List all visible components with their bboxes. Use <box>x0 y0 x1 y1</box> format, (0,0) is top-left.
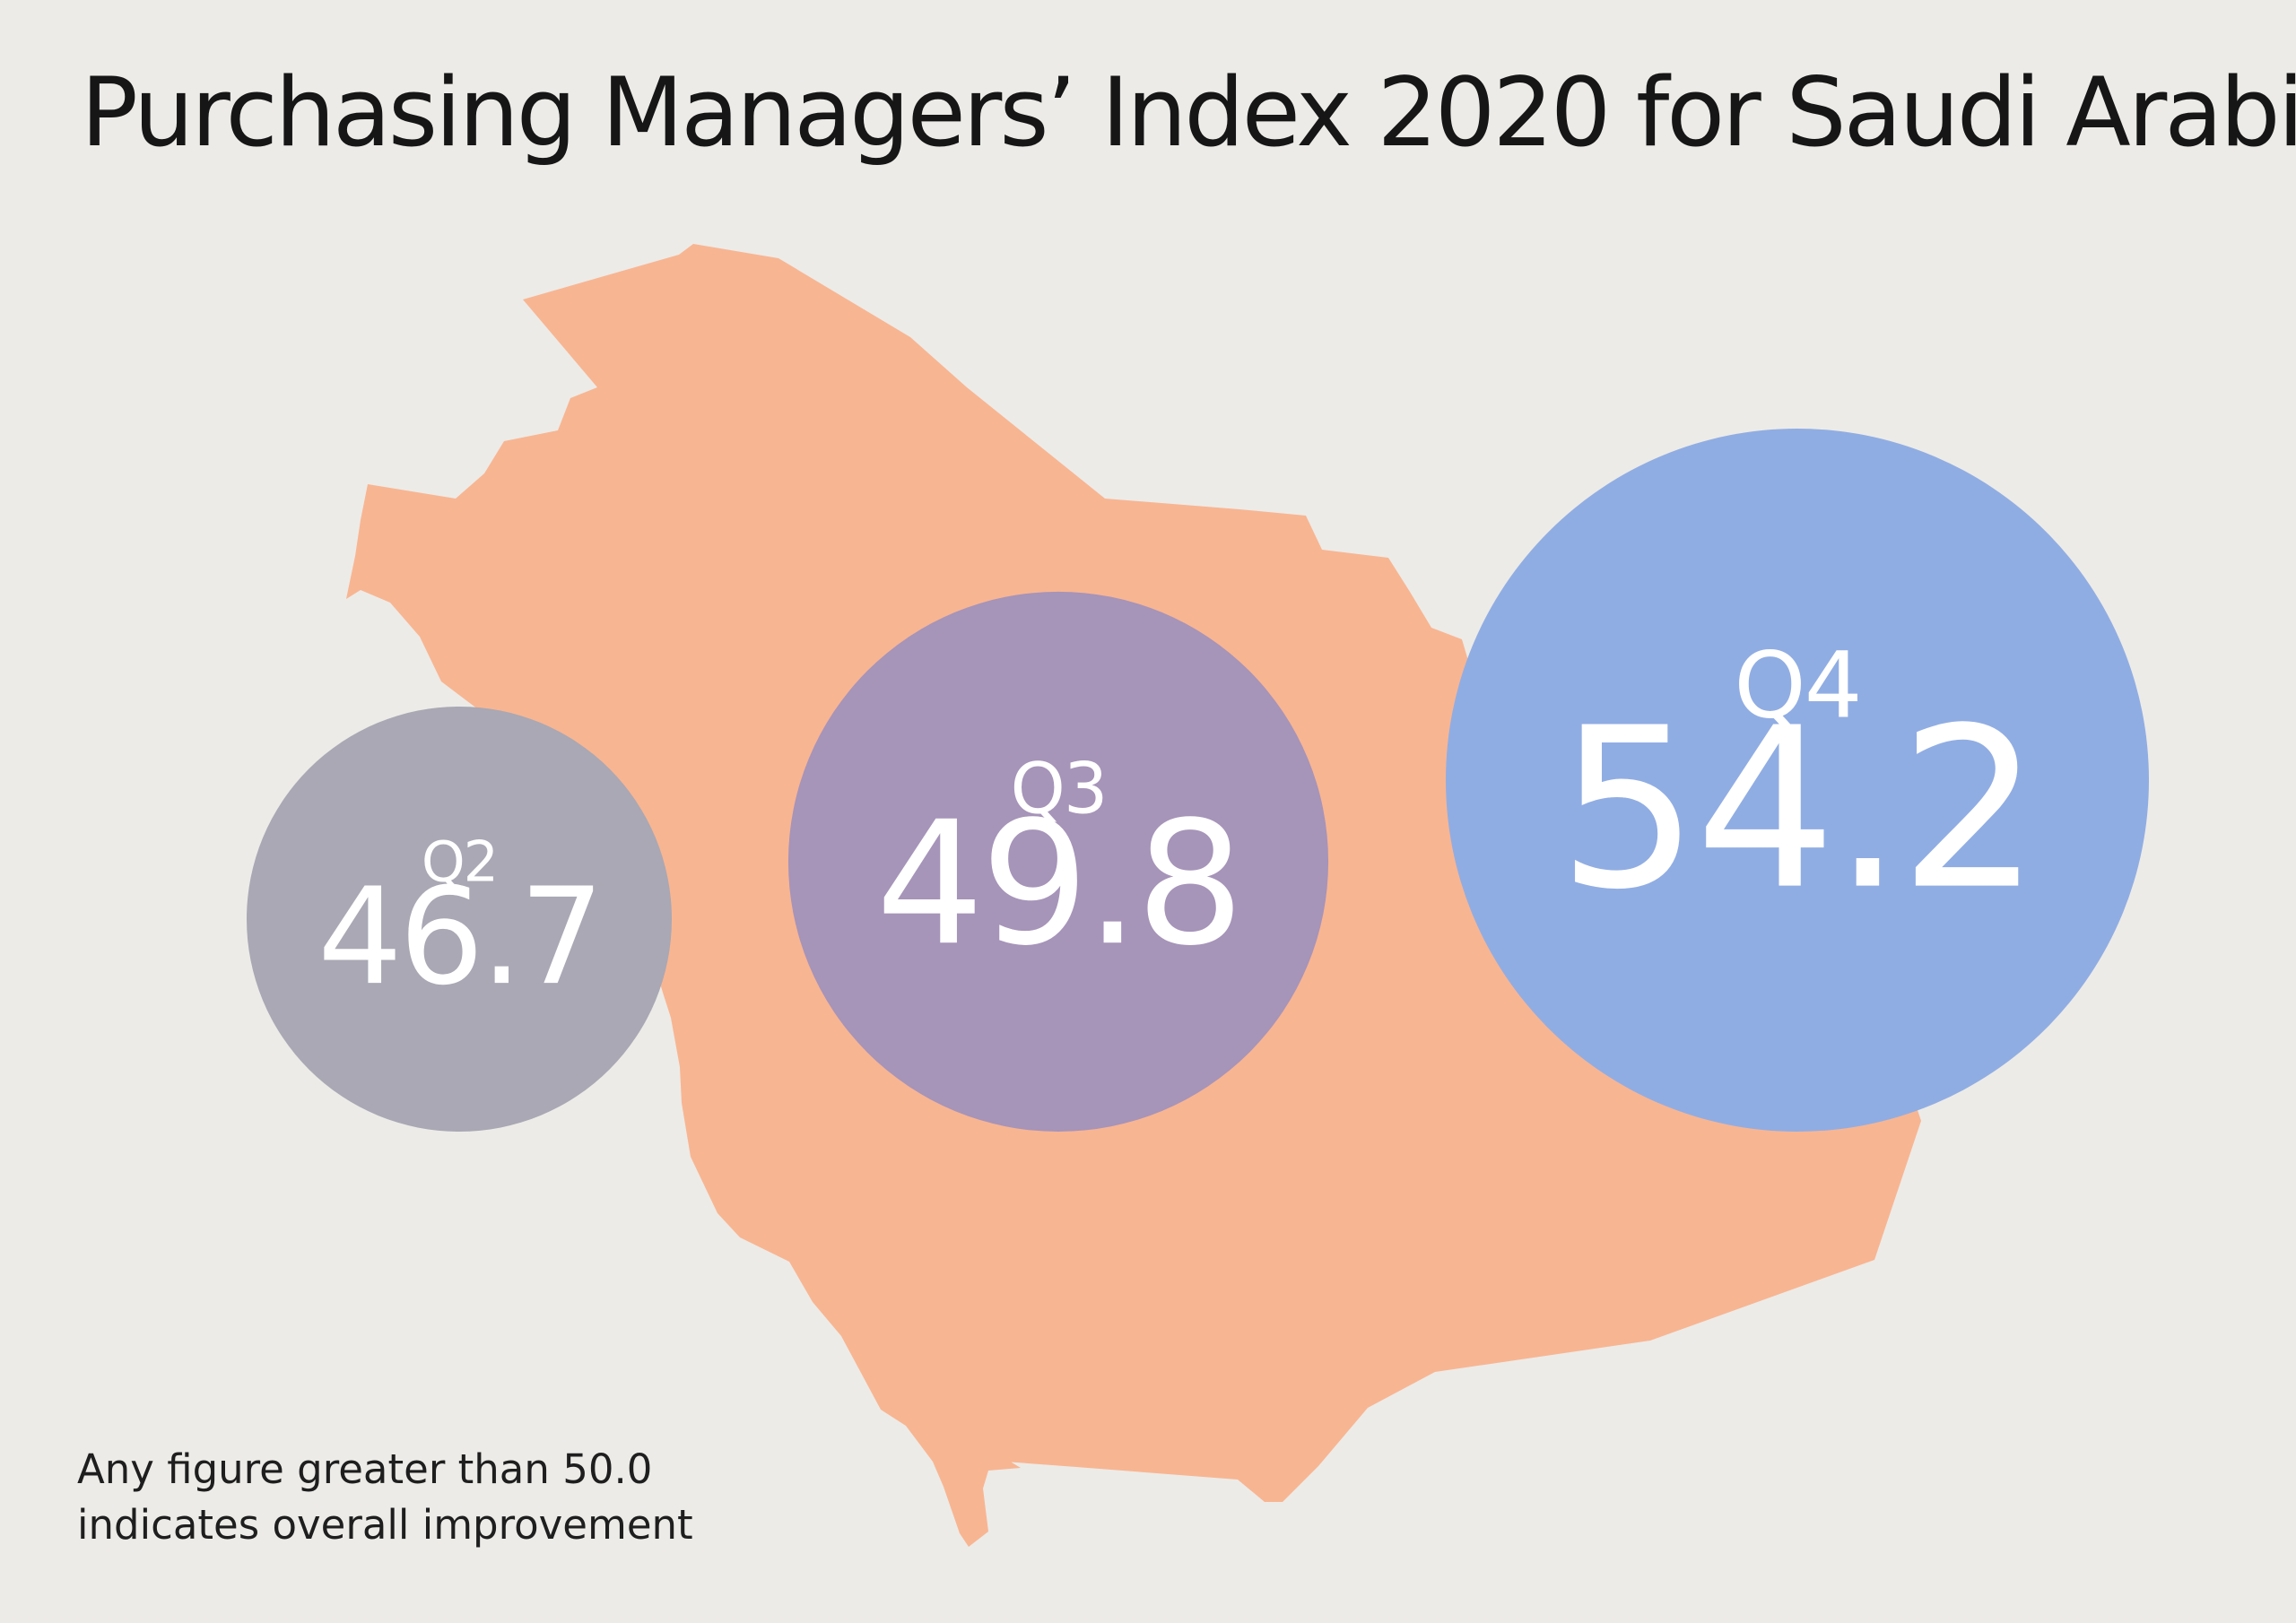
bubble-quarter-label: Q3 <box>1010 750 1106 830</box>
bubble-value-label: 49.8 <box>875 785 1240 983</box>
footnote: Any figure greater than 50.0 indicates o… <box>77 1442 884 1553</box>
page-title: Purchasing Managers’ Index 2020 for Saud… <box>81 57 2296 168</box>
bubble-value-label: 46.7 <box>317 860 601 1015</box>
bubble-circle <box>787 591 1329 1132</box>
bubble-quarter-label: Q4 <box>1734 632 1860 739</box>
bubble-value-label: 54.2 <box>1558 681 2037 939</box>
footnote-line-1: Any figure greater than 50.0 <box>77 1445 653 1493</box>
bubble-circle <box>247 707 672 1132</box>
footnote-line-2: indicates overall improvement <box>77 1501 693 1549</box>
bubble-circle <box>1446 429 2149 1132</box>
bubble-quarter-label: Q2 <box>422 829 497 894</box>
